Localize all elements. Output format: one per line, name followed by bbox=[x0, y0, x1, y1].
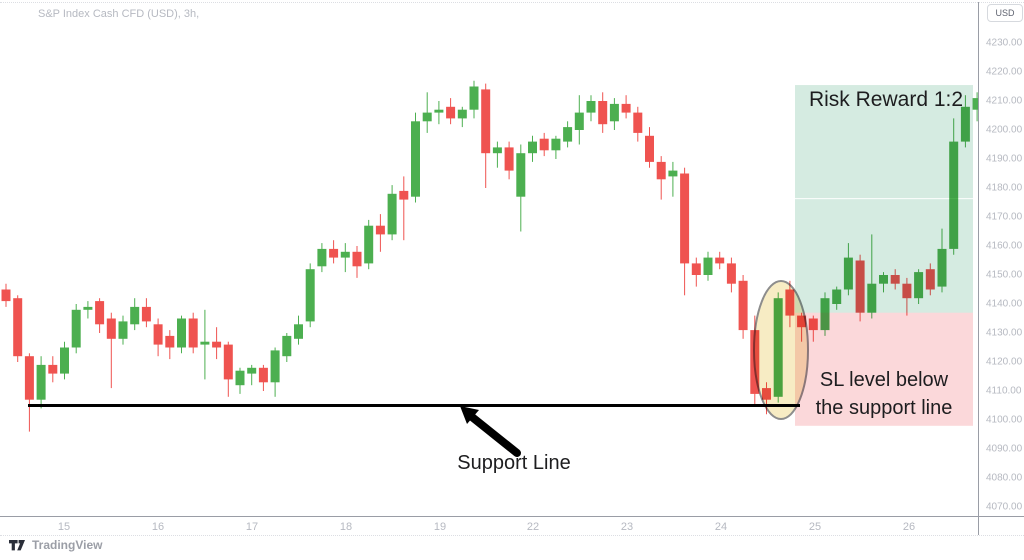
price-tick: 4180.00 bbox=[986, 182, 1023, 194]
support-line-label[interactable]: Support Line bbox=[457, 452, 571, 474]
price-tick: 4120.00 bbox=[986, 356, 1023, 368]
time-tick: 23 bbox=[620, 521, 634, 533]
stop-loss-label-line1: SL level below bbox=[819, 369, 949, 391]
tradingview-logo-icon bbox=[9, 539, 25, 550]
tradingview-logo-text: TradingView bbox=[32, 538, 103, 552]
time-tick: 24 bbox=[714, 521, 728, 533]
time-tick: 17 bbox=[245, 521, 259, 533]
price-tick: 4130.00 bbox=[986, 327, 1023, 339]
time-axis-border bbox=[0, 516, 1024, 517]
bottom-divider bbox=[0, 535, 1024, 536]
time-tick: 18 bbox=[339, 521, 353, 533]
price-tick: 4160.00 bbox=[986, 240, 1023, 252]
time-axis[interactable]: 15 16 17 18 19 22 23 24 25 26 bbox=[0, 516, 1024, 535]
stop-loss-label-line2: the support line bbox=[815, 397, 953, 419]
tradingview-attribution[interactable]: TradingView bbox=[8, 538, 102, 552]
time-tick: 22 bbox=[526, 521, 540, 533]
time-tick: 15 bbox=[57, 521, 71, 533]
price-axis-border bbox=[978, 2, 979, 535]
support-arrow[interactable] bbox=[460, 406, 521, 457]
stop-loss-label[interactable]: SL level below the support line bbox=[794, 366, 974, 422]
price-tick: 4170.00 bbox=[986, 211, 1023, 223]
price-tick: 4080.00 bbox=[986, 472, 1023, 484]
price-tick: 4210.00 bbox=[986, 95, 1023, 107]
top-divider bbox=[0, 2, 1024, 3]
price-tick: 4100.00 bbox=[986, 414, 1023, 426]
time-tick: 16 bbox=[151, 521, 165, 533]
highlight-ellipse[interactable] bbox=[753, 280, 809, 420]
price-tick: 4140.00 bbox=[986, 298, 1023, 310]
price-tick: 4220.00 bbox=[986, 66, 1023, 78]
time-tick: 19 bbox=[433, 521, 447, 533]
price-tick: 4090.00 bbox=[986, 443, 1023, 455]
price-tick: 4110.00 bbox=[986, 385, 1022, 397]
symbol-title: S&P Index Cash CFD (USD), 3h, bbox=[38, 8, 200, 20]
price-tick: 4150.00 bbox=[986, 269, 1023, 281]
price-tick: 4230.00 bbox=[986, 37, 1023, 49]
time-tick: 25 bbox=[808, 521, 822, 533]
risk-reward-label[interactable]: Risk Reward 1:2 bbox=[808, 88, 964, 111]
price-tick: 4070.00 bbox=[986, 501, 1023, 513]
price-tick: 4190.00 bbox=[986, 153, 1023, 165]
price-tick: 4200.00 bbox=[986, 124, 1023, 136]
currency-usd-button[interactable]: USD bbox=[987, 4, 1023, 22]
chart-canvas[interactable] bbox=[0, 0, 978, 516]
time-tick: 26 bbox=[902, 521, 916, 533]
risk-reward-zones[interactable] bbox=[795, 85, 973, 426]
price-axis[interactable]: 4230.00 4220.00 4210.00 4200.00 4190.00 4180.… bbox=[978, 0, 1024, 535]
